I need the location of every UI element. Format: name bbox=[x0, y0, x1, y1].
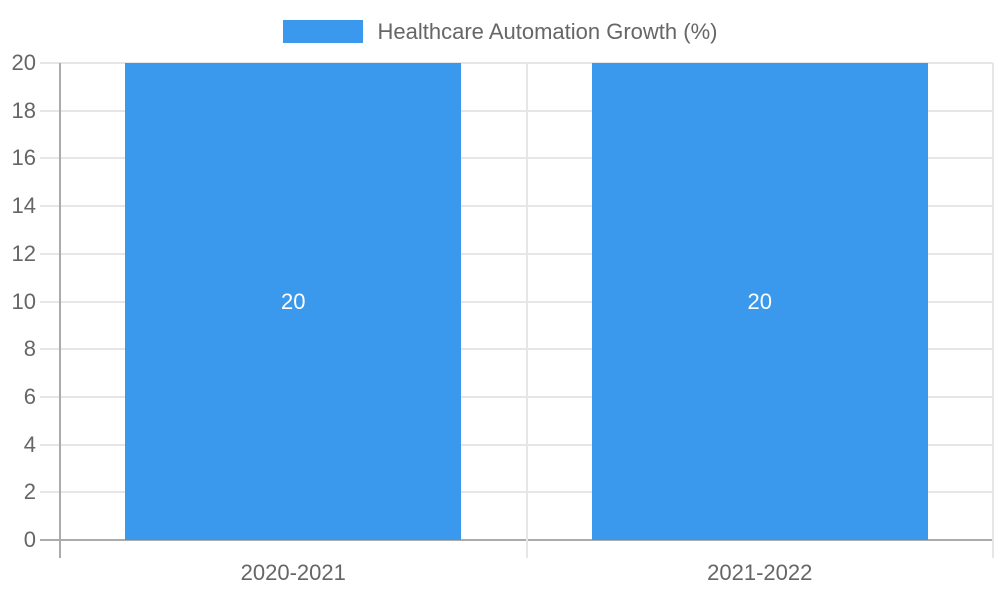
y-gridline-6 bbox=[40, 395, 993, 398]
legend-color-swatch bbox=[282, 20, 363, 43]
plot-area: 20 20 bbox=[40, 62, 994, 558]
y-axis-tick-label: 12 bbox=[11, 240, 36, 266]
bar-value-label: 20 bbox=[747, 288, 772, 314]
y-axis-tick-label: 14 bbox=[11, 193, 36, 219]
x-gridline bbox=[992, 63, 994, 558]
x-axis-category-label: 2020-2021 bbox=[240, 560, 346, 585]
y-gridline-10 bbox=[40, 300, 993, 303]
y-axis-tick-label: 2 bbox=[23, 479, 36, 505]
y-gridline-20 bbox=[40, 62, 993, 64]
y-axis-line bbox=[59, 63, 61, 558]
x-gridline bbox=[525, 63, 528, 558]
y-axis-tick-label: 8 bbox=[23, 336, 36, 362]
y-gridline-12 bbox=[40, 252, 993, 255]
y-gridline-8 bbox=[40, 348, 993, 351]
y-axis-tick-label: 18 bbox=[11, 97, 36, 123]
y-axis-tick-label: 20 bbox=[11, 50, 36, 75]
bar-2021-2022[interactable]: 20 bbox=[591, 63, 928, 540]
y-axis-tick-label: 4 bbox=[23, 431, 36, 457]
y-gridline-0 bbox=[40, 539, 993, 541]
y-axis-tick-label: 16 bbox=[11, 145, 36, 171]
bar-2020-2021[interactable]: 20 bbox=[125, 63, 462, 540]
y-axis-labels: 0 2 4 6 8 10 12 14 16 18 20 bbox=[0, 52, 36, 551]
chart-legend[interactable]: Healthcare Automation Growth (%) bbox=[0, 18, 1000, 45]
y-gridline-16 bbox=[40, 157, 993, 160]
y-gridline-14 bbox=[40, 205, 993, 208]
legend-label: Healthcare Automation Growth (%) bbox=[377, 18, 718, 44]
bar-value-label: 20 bbox=[280, 288, 306, 314]
y-gridline-2 bbox=[40, 491, 993, 494]
x-axis-category-label: 2021-2022 bbox=[707, 560, 813, 585]
x-axis-labels: 2020-2021 2021-2022 bbox=[60, 562, 993, 584]
y-axis-tick-label: 6 bbox=[23, 383, 36, 409]
y-gridline-18 bbox=[40, 109, 993, 112]
y-axis-tick-label: 0 bbox=[23, 527, 36, 552]
y-axis-tick-label: 10 bbox=[11, 288, 36, 314]
y-gridline-4 bbox=[40, 443, 993, 446]
